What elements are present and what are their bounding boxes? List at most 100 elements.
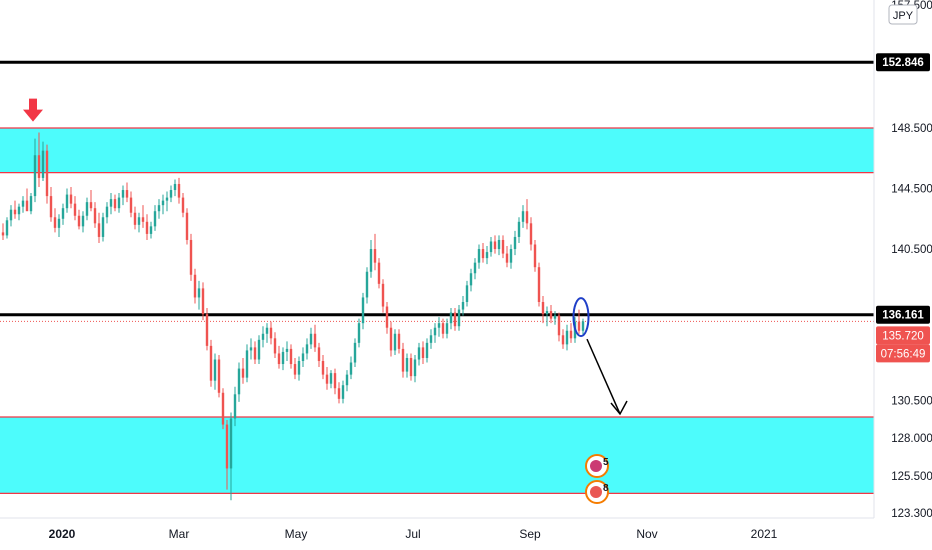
candle-body	[313, 333, 317, 348]
candle-body	[77, 215, 81, 227]
candle-body	[317, 347, 321, 362]
candle-body	[205, 314, 209, 346]
time-tick-label: Nov	[636, 527, 657, 541]
candle-body	[533, 244, 537, 268]
candle-body	[169, 190, 173, 198]
candle-body	[1, 232, 5, 236]
candle-body	[321, 361, 325, 375]
candle-body	[5, 220, 9, 236]
candle-body	[509, 249, 513, 263]
event-badge-2[interactable]: 8	[585, 480, 609, 504]
event-badge-1[interactable]: 5	[585, 454, 609, 478]
currency-label: JPY	[893, 10, 914, 22]
candle-body	[453, 312, 457, 327]
candle-body	[401, 348, 405, 372]
candle-body	[449, 312, 453, 324]
candle-body	[189, 239, 193, 275]
candle-body	[197, 288, 201, 298]
candle-body	[513, 236, 517, 250]
candle-body	[177, 183, 181, 198]
candle-body	[117, 197, 121, 209]
price-axis[interactable]: 157.500148.500144.500140.500130.500128.0…	[873, 0, 932, 550]
candle-body	[37, 155, 41, 178]
candle-body	[521, 211, 525, 222]
candle-body	[93, 208, 97, 224]
time-tick-label: May	[285, 527, 308, 541]
candle-body	[581, 321, 585, 331]
candle-body	[501, 239, 505, 254]
candle-body	[489, 241, 493, 253]
event-flag-icon	[590, 486, 602, 498]
current-price-label-box	[876, 326, 930, 345]
blue-ellipse-annotation[interactable]	[572, 297, 590, 338]
candle-body	[181, 197, 185, 213]
level-price-label: 136.161	[882, 310, 924, 322]
candle-body	[309, 333, 313, 345]
candle-body	[565, 330, 569, 345]
candle-body	[281, 351, 285, 365]
candle-body	[233, 394, 237, 419]
horizontal-levels[interactable]	[0, 60, 874, 317]
candle-body	[73, 203, 77, 216]
candle-body	[237, 368, 241, 395]
currency-badge[interactable]: JPY	[888, 4, 918, 25]
candle-body	[481, 249, 485, 259]
candle-body	[461, 302, 465, 310]
candle-body	[477, 249, 481, 263]
candle-body	[297, 361, 301, 375]
candle-body	[265, 327, 269, 334]
candle-body	[341, 385, 345, 399]
candle-body	[417, 347, 421, 360]
price-axis-background	[874, 0, 932, 550]
candle-body	[557, 315, 561, 336]
candle-body	[285, 348, 289, 352]
event-badge-count: 8	[603, 483, 609, 494]
time-tick-label: 2020	[49, 527, 76, 541]
supply-demand-zones	[0, 127, 874, 494]
candle-body	[129, 197, 133, 213]
projection-arrowhead-icon	[610, 400, 628, 416]
candle-body	[173, 183, 177, 191]
candle-body	[493, 241, 497, 250]
red-down-arrow-icon[interactable]	[23, 98, 43, 122]
candle-body	[429, 335, 433, 343]
price-tick-label: 130.500	[891, 395, 932, 407]
candle-body	[225, 424, 229, 469]
candle-body	[393, 333, 397, 351]
candle-body	[17, 206, 21, 215]
candle-body	[289, 348, 293, 365]
candle-body	[457, 309, 461, 327]
candle-body	[13, 209, 17, 215]
candle-body	[445, 323, 449, 334]
candle-body	[97, 223, 101, 237]
candle-body	[153, 211, 157, 227]
candle-body	[89, 202, 93, 209]
candle-body	[561, 335, 565, 345]
candle-body	[57, 218, 61, 228]
candle-body	[229, 418, 233, 469]
projection-arrow-shaft[interactable]	[586, 338, 621, 415]
candle-body	[133, 212, 137, 225]
candle-body	[149, 226, 153, 234]
candle-body	[425, 342, 429, 358]
time-axis[interactable]: 2020 Mar May Jul Sep Nov 2021	[0, 517, 874, 541]
level-price-label-box	[876, 305, 930, 324]
candle-body	[145, 221, 149, 234]
candle-body	[241, 368, 245, 378]
candle-body	[105, 206, 109, 218]
time-tick-label: 2021	[751, 527, 778, 541]
event-badges[interactable]: 58	[585, 454, 609, 504]
candle-body	[357, 323, 361, 343]
candle-body	[377, 262, 381, 284]
candle-body	[81, 215, 85, 227]
drawing-annotations[interactable]	[23, 98, 628, 416]
candle-body	[361, 297, 365, 324]
candle-body	[537, 267, 541, 302]
countdown-label-box	[876, 344, 930, 363]
event-flag-icon	[590, 460, 602, 472]
candle-body	[221, 392, 225, 425]
candle-body	[113, 199, 117, 209]
candlestick-series	[1, 132, 585, 501]
candle-body	[525, 211, 529, 224]
